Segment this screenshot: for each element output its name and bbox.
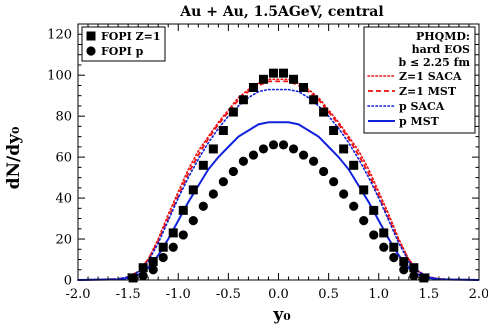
legend-model-entry: p SACA [399,100,445,113]
legend-model-box [363,26,476,134]
data-point-square [319,107,329,117]
data-point-circle [228,166,238,177]
x-tick-label: -1.5 [116,287,141,302]
x-tick-label: 1.5 [419,287,440,302]
x-tick-label: 0.5 [318,287,339,302]
data-point-circle [319,166,329,177]
y-tick-label: 80 [55,110,72,125]
data-point-circle [369,230,379,240]
data-point-circle [399,265,409,275]
data-point-circle [168,242,178,252]
data-point-circle [379,242,389,252]
data-point-square [349,160,359,170]
data-point-circle [208,189,218,199]
data-point-circle [278,140,289,150]
y-tick-label: 0 [64,274,72,289]
x-tick-label: 2.0 [469,287,488,302]
y-axis-label: dN/dy₀ [4,127,24,190]
legend-data: FOPI Z=1 FOPI p [81,26,166,62]
x-tick-label: 1.0 [368,287,389,302]
x-tick-label: -2.0 [65,287,90,302]
chart-title: Au + Au, 1.5AGeV, central [179,4,383,20]
legend-header-line: hard EOS [412,43,470,56]
data-point-circle [188,216,198,226]
square-marker-icon [86,31,96,41]
data-point-square [409,263,419,273]
data-point-square [339,144,349,154]
y-tick-label: 20 [55,233,72,248]
data-point-square [299,82,309,92]
data-point-square [138,263,148,273]
data-point-square [248,82,258,92]
legend-model-entry: p MST [399,115,440,128]
legend-data-entry: FOPI Z=1 [101,30,161,43]
data-point-square [289,74,299,84]
legend-header-line: b ≤ 2.25 fm [398,56,470,69]
legend-data-box [81,26,166,62]
data-point-square [148,257,158,267]
series-line-p-saca [77,88,480,281]
circle-marker-icon [86,46,96,56]
data-point-square [399,257,409,267]
data-point-square [359,185,369,195]
data-point-square [208,144,218,154]
data-point-square [238,95,248,105]
data-point-circle [178,230,188,240]
data-point-circle [138,271,148,281]
data-point-square [279,68,289,78]
data-point-circle [329,177,339,187]
data-point-square [309,95,319,105]
data-point-square [389,242,399,252]
data-point-square [168,228,178,238]
x-tick-label: -1.0 [166,287,191,302]
data-point-square [188,185,198,195]
data-point-circle [148,265,158,275]
legend-data-entry: FOPI p [101,45,144,58]
data-point-square [369,205,379,215]
y-tick-label: 40 [55,192,72,207]
series-line-z-1-mst [77,80,480,281]
data-point-circle [389,252,399,263]
data-point-circle [238,156,249,166]
data-point-square [228,107,238,117]
y-tick-label: 60 [55,151,72,166]
data-point-circle [288,144,299,154]
x-tick-label: 0.0 [268,287,289,302]
data-point-square [198,160,208,170]
data-point-square [268,68,278,78]
series-line-z-1-saca [77,78,480,281]
data-point-circle [158,252,168,263]
axis-ticks: -2.0 -1.5 -1.0 -0.5 0.0 0.5 1.0 1.5 2.0 0 20 40 60 80… [47,23,488,302]
data-point-circle [359,216,369,226]
data-point-square [178,205,188,215]
data-point-circle [298,150,309,160]
legend-model-entry: Z=1 SACA [399,70,462,83]
data-point-circle [268,140,279,150]
data-point-square [258,74,268,84]
data-point-square [158,242,168,252]
data-point-circle [218,177,228,187]
data-point-circle [409,271,419,281]
data-point-circle [308,156,319,166]
data-point-circle [339,189,349,199]
y-tick-label: 120 [47,28,72,43]
legend-model-entry: Z=1 MST [399,85,457,98]
series-line-p-mst [77,121,480,281]
data-point-circle [258,144,269,154]
data-point-circle [349,201,359,211]
x-axis-label: y₀ [272,305,290,325]
data-point-square [419,273,429,283]
data-point-circle [248,150,259,160]
x-tick-label: -0.5 [216,287,241,302]
y-tick-label: 100 [47,69,72,84]
legend-header-line: PHQMD: [416,30,470,43]
data-point-square [379,228,389,238]
data-point-square [128,273,138,283]
data-point-square [218,126,228,135]
data-point-square [329,126,339,135]
data-point-circle [198,201,208,211]
legend-model: PHQMD: hard EOS b ≤ 2.25 fm Z=1 SACA Z=1… [363,26,476,134]
plot-area [77,68,480,283]
